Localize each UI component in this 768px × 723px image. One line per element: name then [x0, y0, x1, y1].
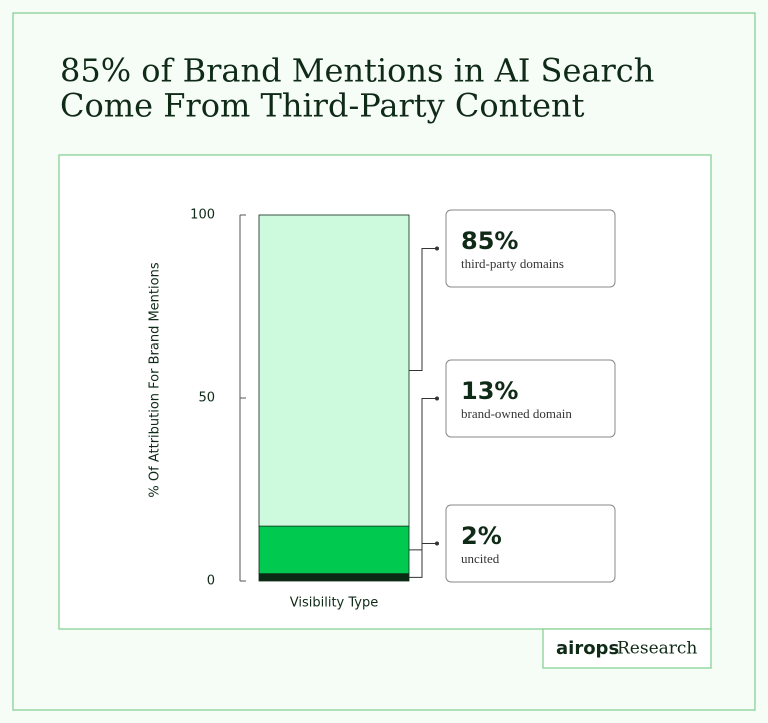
chart-title: 85% of Brand Mentions in AI Search — [60, 52, 654, 90]
value-label: 85% — [461, 227, 518, 255]
chart-title: Come From Third-Party Content — [60, 87, 585, 125]
brand-box — [542, 628, 712, 669]
connector-dot — [435, 246, 439, 251]
y-tick-label: 0 — [207, 574, 215, 589]
x-tick-label: Visibility Type — [290, 596, 378, 611]
connector — [409, 398, 437, 551]
legend-label: third-party domains — [461, 256, 564, 271]
bar-segment — [258, 525, 410, 575]
brand-logo: airops — [556, 638, 619, 659]
bar-segment — [258, 573, 410, 582]
connector — [409, 248, 437, 372]
legend-label: uncited — [461, 551, 500, 566]
value-label: 13% — [461, 377, 518, 405]
label-box — [445, 209, 616, 288]
bar-segment — [258, 214, 410, 527]
value-label: 2% — [461, 522, 502, 550]
connector-dot — [435, 396, 439, 401]
y-tick-label: 100 — [190, 208, 215, 223]
label-box — [445, 504, 616, 583]
connector-dot — [435, 541, 439, 546]
brand-suffix: Research — [617, 639, 697, 659]
label-box — [445, 359, 616, 438]
y-axis-title: % Of Attribution For Brand Mentions — [148, 262, 163, 497]
connector — [409, 543, 437, 578]
y-tick-label: 50 — [198, 391, 215, 406]
legend-label: brand-owned domain — [461, 406, 572, 421]
